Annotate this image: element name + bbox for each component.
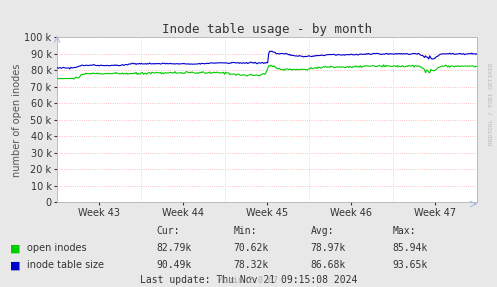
Text: ■: ■: [10, 243, 20, 253]
Text: Munin 2.0.67: Munin 2.0.67: [219, 276, 278, 285]
Text: 90.49k: 90.49k: [157, 261, 192, 270]
Text: Avg:: Avg:: [311, 226, 334, 236]
Text: 78.32k: 78.32k: [234, 261, 269, 270]
Text: 82.79k: 82.79k: [157, 243, 192, 253]
Text: inode table size: inode table size: [27, 261, 104, 270]
Text: 78.97k: 78.97k: [311, 243, 346, 253]
Y-axis label: number of open inodes: number of open inodes: [12, 63, 22, 177]
Text: 93.65k: 93.65k: [393, 261, 428, 270]
Text: Max:: Max:: [393, 226, 416, 236]
Text: RRDTOOL / TOBI OETIKER: RRDTOOL / TOBI OETIKER: [489, 62, 494, 145]
Text: 85.94k: 85.94k: [393, 243, 428, 253]
Text: Last update: Thu Nov 21 09:15:08 2024: Last update: Thu Nov 21 09:15:08 2024: [140, 275, 357, 285]
Text: 86.68k: 86.68k: [311, 261, 346, 270]
Text: Min:: Min:: [234, 226, 257, 236]
Title: Inode table usage - by month: Inode table usage - by month: [162, 23, 372, 36]
Text: Cur:: Cur:: [157, 226, 180, 236]
Text: open inodes: open inodes: [27, 243, 87, 253]
Text: 70.62k: 70.62k: [234, 243, 269, 253]
Text: ■: ■: [10, 261, 20, 270]
